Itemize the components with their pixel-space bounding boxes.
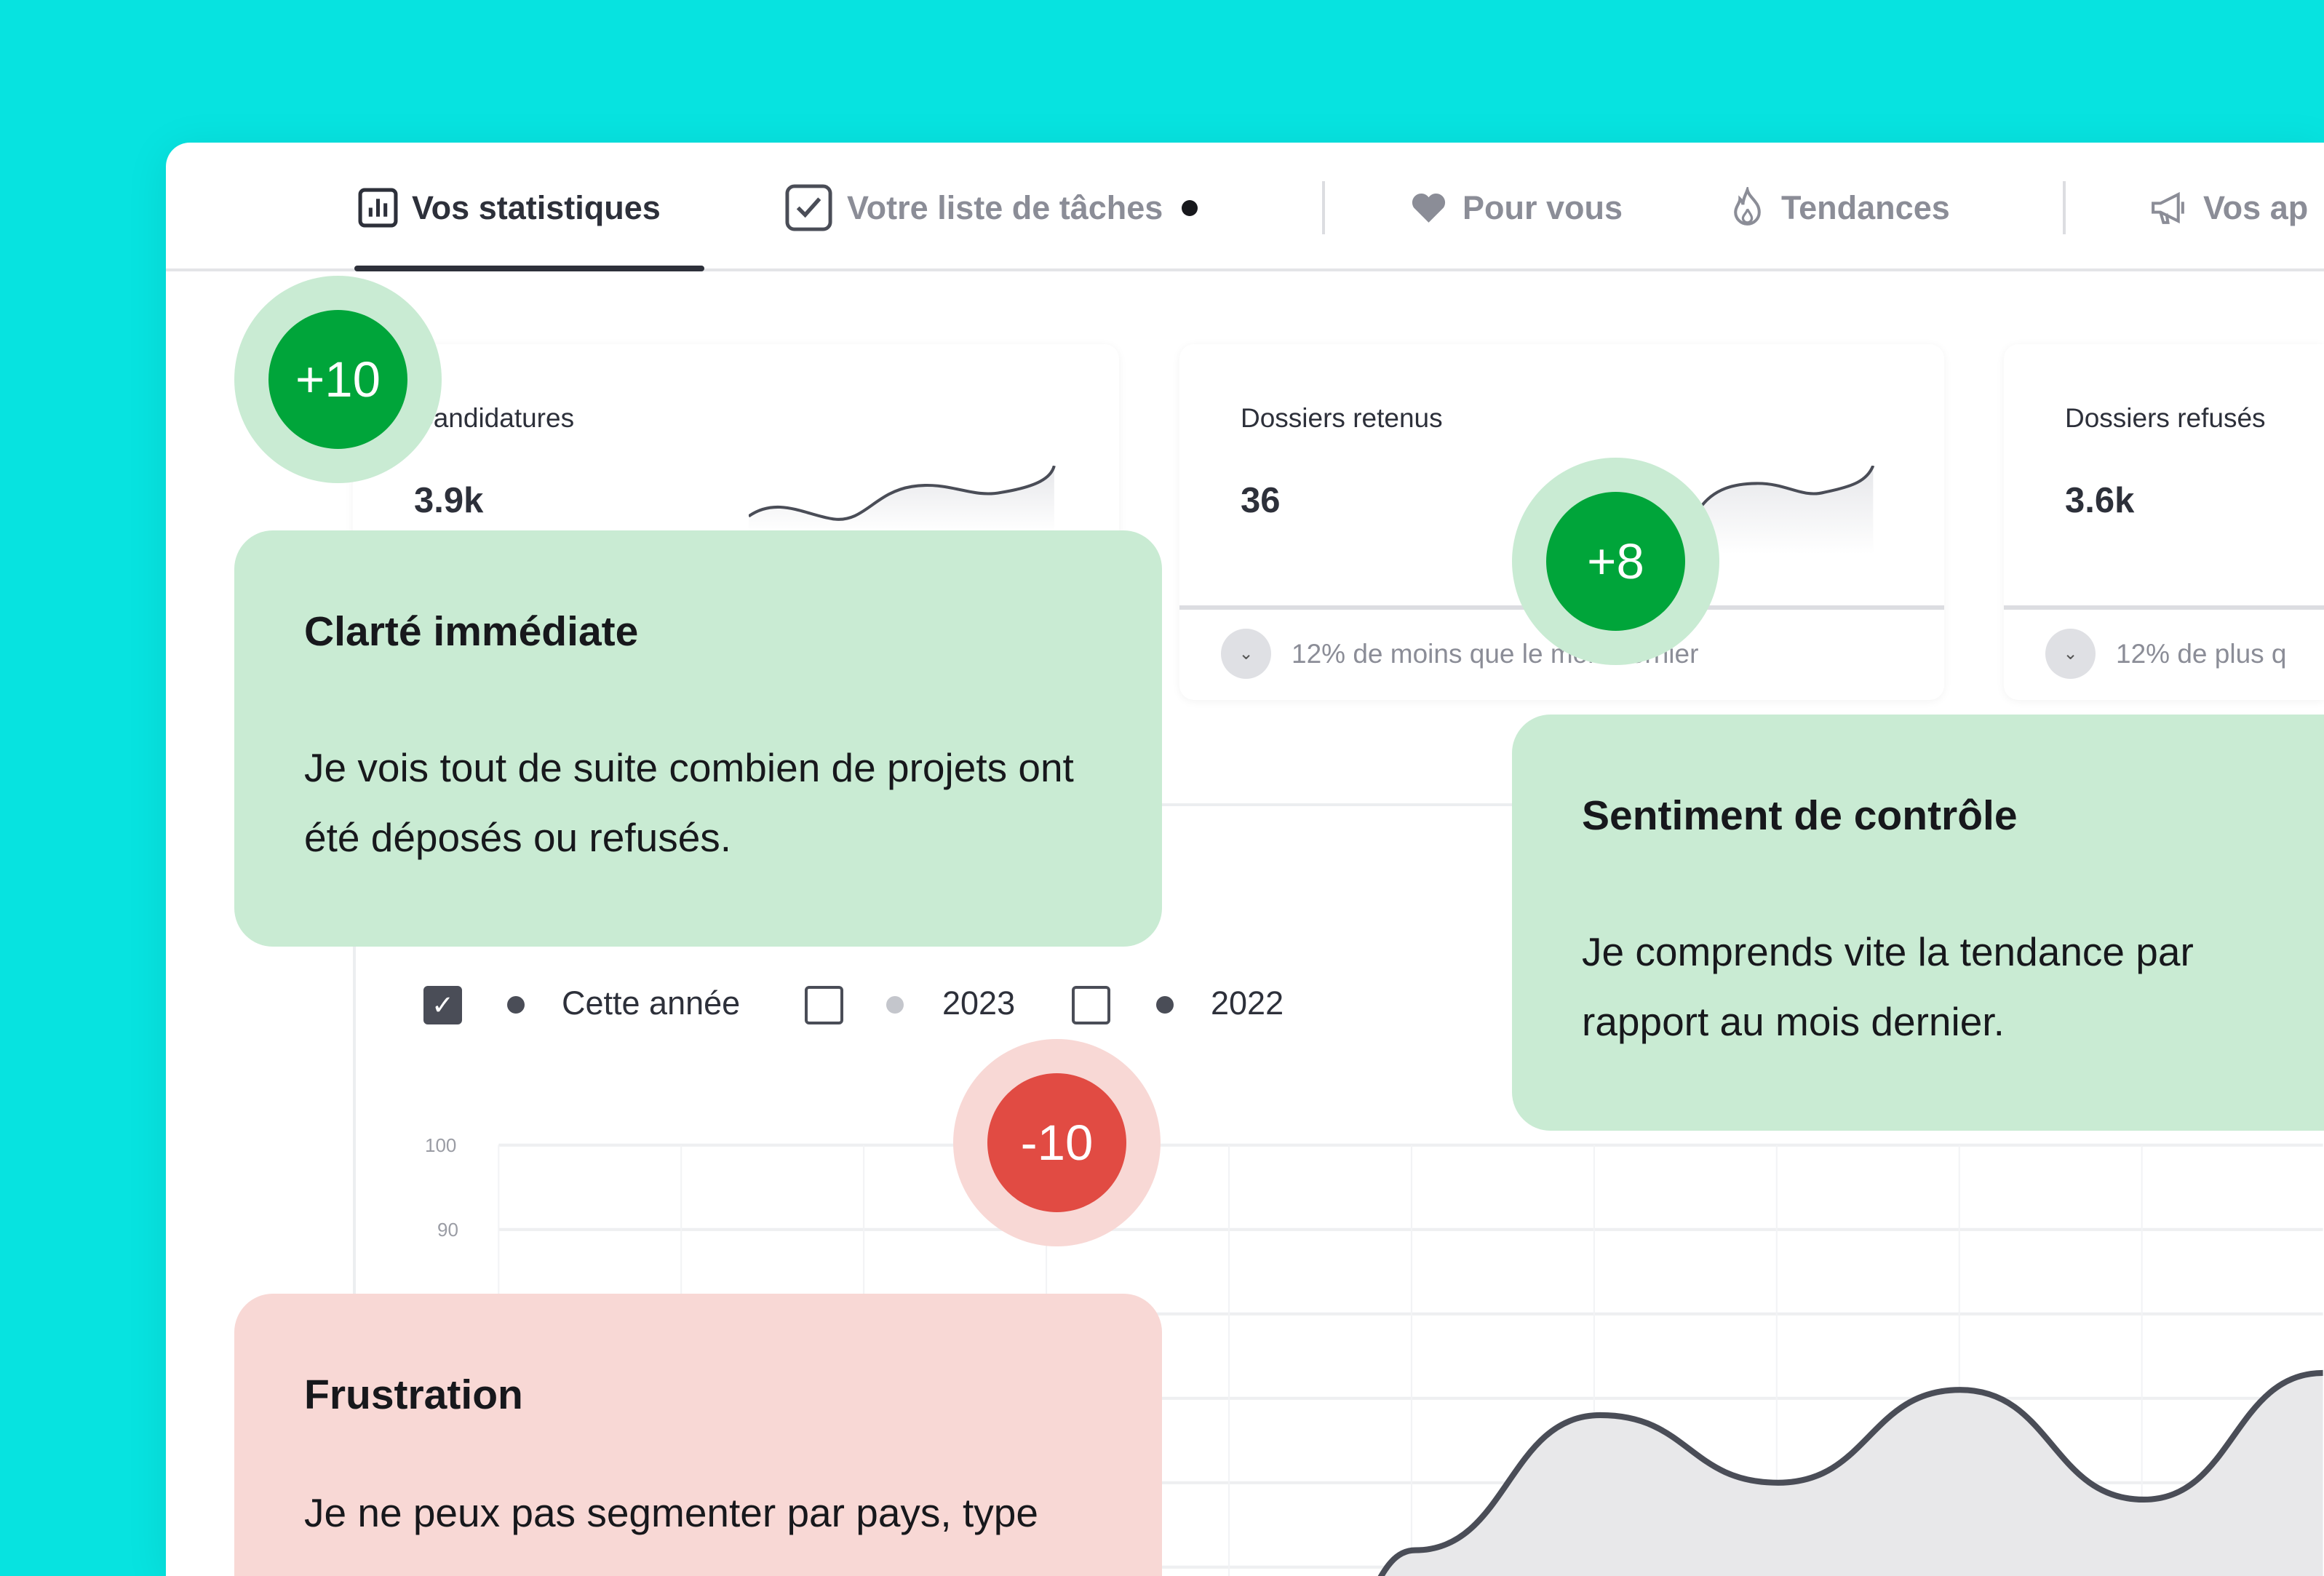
- note-frustration: Frustration Je ne peux pas segmenter par…: [234, 1294, 1162, 1576]
- note-title: Frustration: [304, 1372, 523, 1418]
- note-title: Clarté immédiate: [304, 608, 639, 655]
- card-separator: [2004, 605, 2324, 610]
- tab-vos-ap[interactable]: Vos ap: [2149, 181, 2308, 234]
- tab-vos-statistiques[interactable]: Vos statistiques: [357, 181, 661, 234]
- series-area-cette-annee: [1334, 1372, 2323, 1576]
- note-body: Je vois tout de suite combien de projets…: [304, 745, 1074, 860]
- legend-label: Cette année: [562, 984, 741, 1022]
- active-tab-indicator: [354, 266, 704, 271]
- tab-tendances[interactable]: Tendances: [1727, 181, 1950, 234]
- legend-label: 2023: [942, 984, 1016, 1022]
- series-line-cette-annee: [1377, 1369, 2323, 1576]
- legend-dot: [886, 996, 904, 1014]
- megaphone-icon: [2152, 191, 2184, 224]
- note-title: Sentiment de contrôle: [1582, 792, 2018, 839]
- note-body: Je ne peux pas segmenter par pays, type: [304, 1490, 1038, 1535]
- note-clarte-immediate: Clarté immédiate Je vois tout de suite c…: [234, 530, 1162, 947]
- sparkline: [749, 466, 1056, 533]
- sparkline: [1698, 466, 1875, 554]
- tab-bar: Vos statistiques Votre liste de tâches P…: [166, 143, 2324, 271]
- tab-liste-de-taches[interactable]: Votre liste de tâches: [784, 181, 1198, 234]
- chevron-down-icon[interactable]: ⌄: [2045, 629, 2096, 679]
- y-tick-label: 90: [437, 1219, 458, 1241]
- tab-divider: [1322, 181, 1325, 234]
- score-badge-negative: -10: [953, 1039, 1161, 1246]
- heart-icon: [1412, 193, 1446, 223]
- score-badge-positive: +10: [234, 276, 442, 483]
- checkbox-icon: [785, 184, 832, 231]
- note-body: Je comprends vite la tendance par rappor…: [1582, 929, 2194, 1044]
- legend-label: 2022: [1211, 984, 1284, 1022]
- chart-card: [353, 803, 2324, 1576]
- y-tick-label: 100: [425, 1134, 457, 1156]
- legend-dot: [507, 996, 525, 1014]
- legend-checkbox-cette-annee[interactable]: ✓: [423, 986, 462, 1024]
- flame-icon: [1734, 187, 1761, 226]
- trend-footer: ⌄ 12% de plus q: [2045, 629, 2287, 679]
- notification-dot: [1182, 199, 1198, 216]
- chevron-down-icon[interactable]: ⌄: [1221, 629, 1271, 679]
- stat-card-dossiers-refuses: Dossiers refusés 3.6k ⌄ 12% de plus q: [2004, 344, 2324, 700]
- legend-dot: [1156, 996, 1174, 1014]
- note-sentiment-de-controle: Sentiment de contrôle Je comprends vite …: [1512, 715, 2324, 1131]
- score-badge-positive: +8: [1512, 458, 1719, 665]
- bar-chart-icon: [358, 188, 398, 228]
- tab-divider: [2063, 181, 2066, 234]
- legend-checkbox-2022[interactable]: [1072, 986, 1110, 1024]
- tab-pour-vous[interactable]: Pour vous: [1408, 181, 1623, 234]
- legend-checkbox-2023[interactable]: [805, 986, 843, 1024]
